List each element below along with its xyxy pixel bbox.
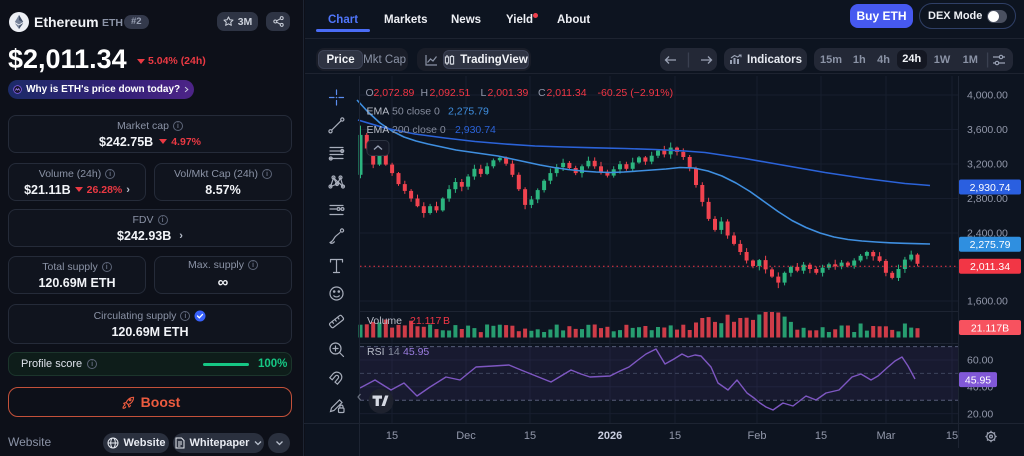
svg-text:C: C: [538, 87, 546, 99]
svg-text:15: 15: [669, 430, 681, 442]
svg-text:H: H: [421, 87, 429, 99]
svg-text:15: 15: [946, 430, 958, 442]
svg-text:2,400.00: 2,400.00: [967, 228, 1008, 240]
svg-text:O: O: [366, 87, 374, 99]
svg-text:200 close 0: 200 close 0: [392, 124, 446, 136]
svg-text:15: 15: [524, 430, 536, 442]
svg-text:2026: 2026: [598, 430, 622, 442]
svg-text:2,275.79: 2,275.79: [970, 239, 1011, 251]
svg-text:21.117: 21.117: [410, 315, 441, 327]
svg-text:2,275.79: 2,275.79: [448, 106, 489, 118]
svg-text:Mar: Mar: [877, 430, 896, 442]
svg-text:21.117B: 21.117B: [971, 322, 1009, 334]
svg-text:EMA: EMA: [367, 106, 390, 118]
svg-text:Dec: Dec: [456, 430, 476, 442]
svg-text:Feb: Feb: [748, 430, 767, 442]
svg-text:Volume: Volume: [367, 315, 402, 327]
svg-text:RSI: RSI: [367, 346, 385, 358]
svg-text:45.95: 45.95: [965, 374, 991, 386]
svg-text:EMA: EMA: [367, 124, 390, 136]
svg-text:4,000.00: 4,000.00: [967, 90, 1008, 102]
svg-text:60.00: 60.00: [967, 355, 993, 367]
svg-text:15: 15: [386, 430, 398, 442]
svg-text:L: L: [481, 87, 487, 99]
svg-text:B: B: [443, 315, 450, 327]
svg-text:2,800.00: 2,800.00: [967, 193, 1008, 205]
svg-text:2,011.34: 2,011.34: [970, 261, 1010, 273]
svg-text:45.95: 45.95: [403, 346, 429, 358]
svg-text:1,600.00: 1,600.00: [967, 296, 1008, 308]
svg-text:2,930.74: 2,930.74: [970, 182, 1011, 194]
svg-text:50 close 0: 50 close 0: [392, 106, 440, 118]
svg-text:14: 14: [388, 346, 400, 358]
svg-text:2,001.39: 2,001.39: [488, 87, 529, 99]
svg-text:-60.25 (−2.91%): -60.25 (−2.91%): [598, 87, 674, 99]
svg-text:20.00: 20.00: [967, 408, 993, 420]
svg-text:3,600.00: 3,600.00: [967, 124, 1008, 136]
svg-text:2,930.74: 2,930.74: [455, 124, 496, 136]
svg-text:2,072.89: 2,072.89: [374, 87, 415, 99]
svg-text:2,011.34: 2,011.34: [547, 87, 587, 99]
svg-text:3,200.00: 3,200.00: [967, 159, 1008, 171]
svg-text:2,092.51: 2,092.51: [430, 87, 471, 99]
svg-text:15: 15: [815, 430, 827, 442]
